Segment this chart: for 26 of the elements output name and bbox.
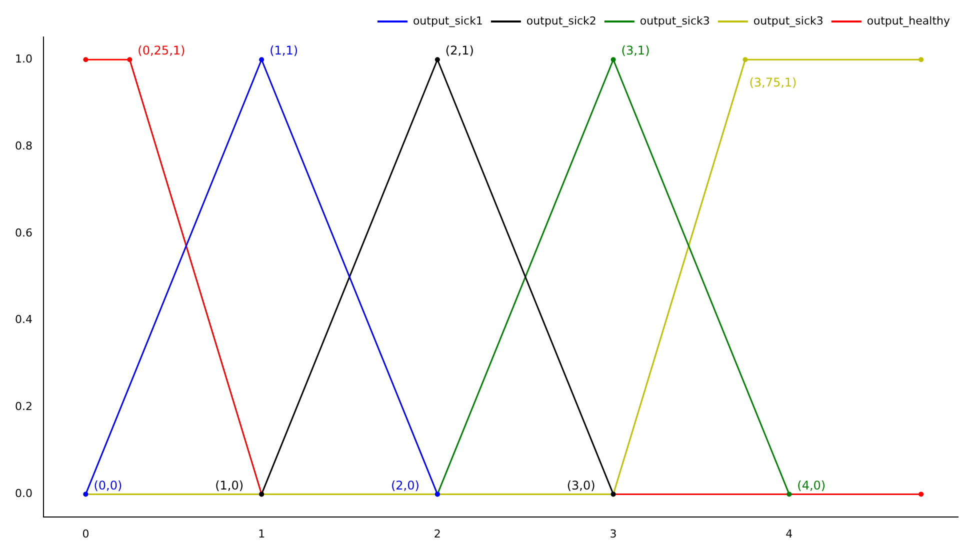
annotation: (0,0) [94,478,122,492]
legend-label: output_sick1 [412,14,483,28]
y-tick-label: 0.2 [14,400,32,414]
y-tick-label: 0.0 [14,487,32,500]
legend-label: output_healthy [866,14,950,28]
x-tick-label: 1 [258,527,266,540]
legend-label: output_sick3 [753,14,824,28]
annotation: (3,0) [566,478,596,492]
annotation: (3,1) [621,44,650,58]
x-tick-label: 4 [786,527,793,540]
annotation: (4,0) [797,478,826,492]
legend-label: output_sick2 [526,14,596,28]
x-tick-label: 0 [82,527,90,540]
annotation: (1,1) [270,44,298,58]
legend-label: output_sick3 [640,14,710,28]
y-tick-label: 1.0 [14,52,32,66]
x-tick-label: 3 [610,527,617,540]
annotation: (2,1) [445,44,474,58]
y-tick-label: 0.6 [14,226,32,240]
x-tick-label: 2 [434,527,441,540]
y-tick-label: 0.8 [14,139,32,152]
annotation: (3,75,1) [749,76,797,90]
annotation: (2,0) [390,478,420,492]
y-tick-label: 0.4 [14,313,32,326]
annotation: (0,25,1) [138,44,186,58]
annotation: (1,0) [215,478,244,492]
